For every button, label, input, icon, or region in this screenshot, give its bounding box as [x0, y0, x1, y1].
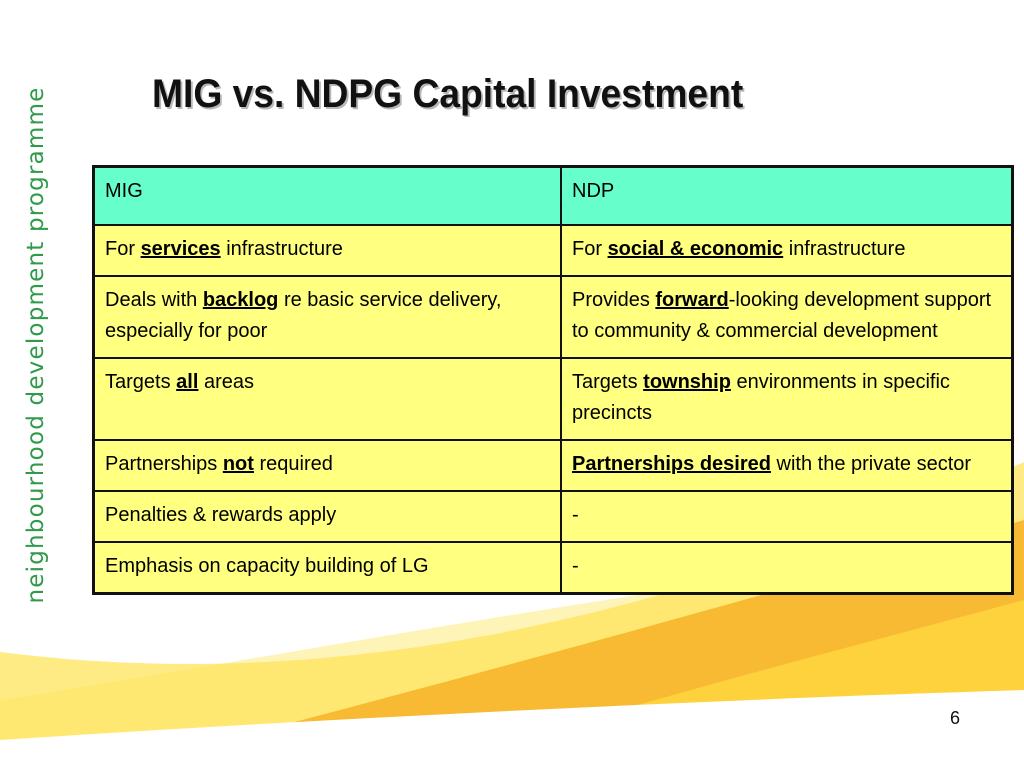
cell-text: Targets [572, 371, 644, 393]
keyword-text: all [176, 371, 199, 393]
ndp-cell: Partnerships desired with the private se… [560, 439, 1014, 492]
ndp-cell: For social & economic infrastructure [560, 224, 1014, 277]
slide-title: MIG vs. NDPG Capital Investment [152, 72, 744, 116]
table-row: Partnerships not required Partnerships de… [92, 439, 1014, 492]
keyword-text: forward [655, 289, 729, 311]
cell-text: - [572, 504, 579, 526]
table-row: Targets all areas Targets township enviro… [92, 357, 1014, 441]
cell-text: environments in specific precincts [572, 371, 950, 424]
cell-text: with the private sector [770, 453, 972, 475]
ndp-cell: - [560, 490, 1014, 543]
keyword-text: not [222, 453, 254, 475]
cell-text: - [572, 555, 579, 577]
mig-cell: Penalties & rewards apply [92, 490, 562, 543]
cell-text: re basic service delivery, especially fo… [105, 289, 502, 342]
side-brand-label: neighbourhood development programme [23, 86, 49, 604]
comparison-table: MIG NDP For services infrastructure For s… [92, 165, 1014, 595]
mig-cell: Targets all areas [92, 357, 562, 441]
keyword-text: township [643, 371, 731, 393]
cell-text: Partnerships [105, 453, 223, 475]
keyword-text: social & economic [607, 238, 784, 260]
table-body: For services infrastructure For social & … [92, 224, 1014, 595]
keyword-text: Partnerships desired [572, 453, 771, 475]
cell-text: -looking development support to communit… [572, 289, 992, 342]
ndp-cell: Provides forward-looking development sup… [560, 275, 1014, 359]
keyword-text: services [140, 238, 221, 260]
page-number: 6 [950, 708, 961, 728]
mig-cell: Emphasis on capacity building of LG [92, 541, 562, 595]
ndp-cell: Targets township environments in specifi… [560, 357, 1014, 441]
cell-text: Provides [572, 289, 656, 311]
header-cell-mig: MIG [92, 165, 562, 226]
cell-text: required [253, 453, 333, 475]
table-row: Deals with backlog re basic service deli… [92, 275, 1014, 359]
cell-text: areas [198, 371, 254, 393]
mig-cell: For services infrastructure [92, 224, 562, 277]
table-header-row: MIG NDP [92, 165, 1014, 226]
cell-text: Emphasis on capacity building of LG [105, 555, 429, 577]
cell-text: For [572, 238, 608, 260]
table-row: Emphasis on capacity building of LG - [92, 541, 1014, 595]
ndp-cell: - [560, 541, 1014, 595]
cell-text: Deals with [105, 289, 203, 311]
cell-text: Penalties & rewards apply [105, 504, 337, 526]
header-cell-ndp: NDP [560, 165, 1014, 226]
cell-text: infrastructure [220, 238, 343, 260]
mig-cell: Partnerships not required [92, 439, 562, 492]
cell-text: For [105, 238, 141, 260]
cell-text: infrastructure [783, 238, 906, 260]
table-row: For services infrastructure For social & … [92, 224, 1014, 277]
table-row: Penalties & rewards apply - [92, 490, 1014, 543]
keyword-text: backlog [202, 289, 279, 311]
mig-cell: Deals with backlog re basic service deli… [92, 275, 562, 359]
cell-text: Targets [105, 371, 177, 393]
